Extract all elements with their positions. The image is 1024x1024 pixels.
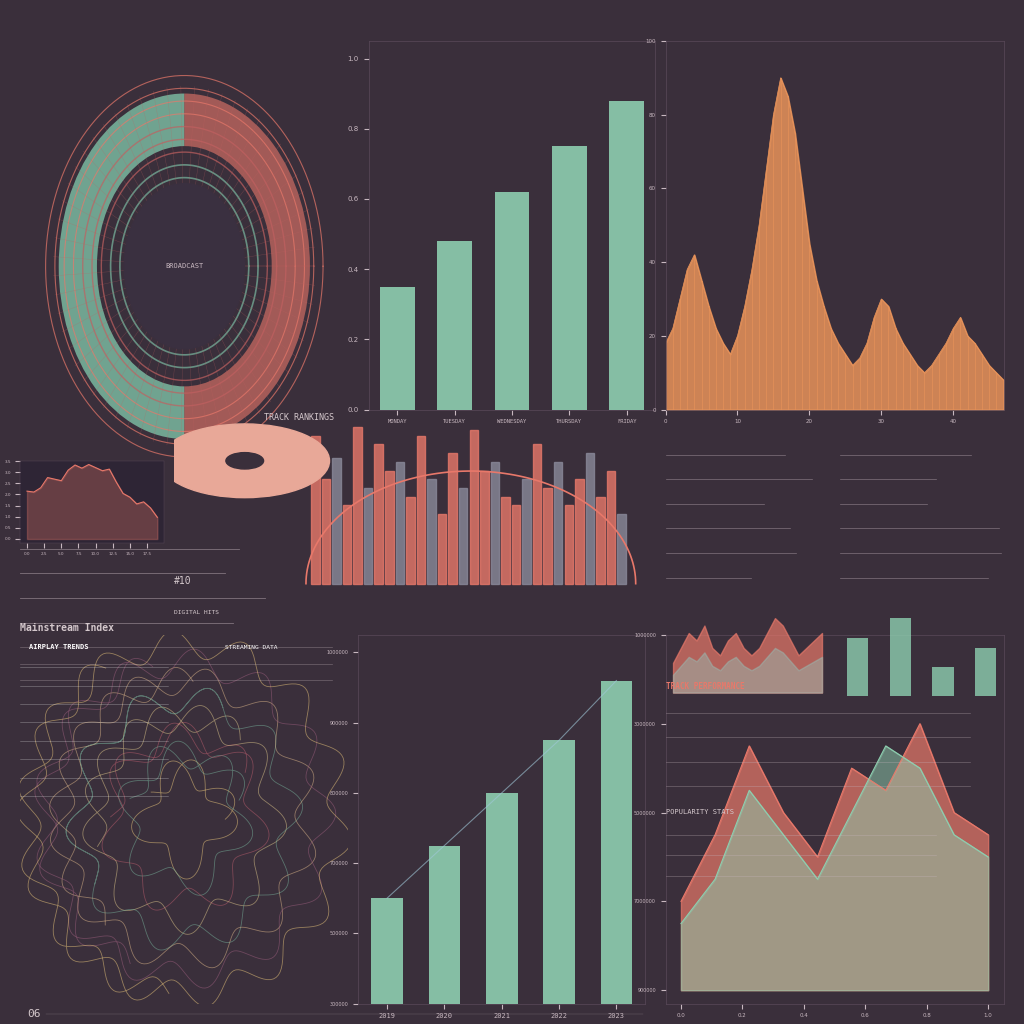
Bar — [375, 444, 383, 584]
Bar — [847, 638, 868, 696]
Bar — [544, 487, 552, 584]
Bar — [438, 514, 446, 584]
Text: AIRPLAY TRENDS: AIRPLAY TRENDS — [29, 644, 88, 649]
Bar — [486, 793, 517, 1004]
Bar — [364, 487, 373, 584]
Bar — [501, 497, 510, 584]
Text: MUSIC POPULARITY INDEX: MUSIC POPULARITY INDEX — [20, 518, 130, 527]
Bar — [532, 444, 542, 584]
Bar — [932, 667, 953, 696]
Bar — [353, 427, 361, 584]
Bar — [449, 453, 457, 584]
Bar — [470, 430, 478, 584]
Circle shape — [124, 183, 245, 349]
Text: BROADCAST: BROADCAST — [165, 263, 204, 269]
Bar — [480, 471, 488, 584]
Text: TRACK RANKINGS: TRACK RANKINGS — [263, 413, 334, 422]
Bar — [544, 740, 574, 1004]
Bar — [311, 436, 319, 584]
Text: KISS FM CHART DATA: KISS FM CHART DATA — [86, 479, 163, 485]
Bar — [490, 462, 499, 584]
Text: 06: 06 — [27, 1009, 40, 1019]
Bar — [554, 462, 562, 584]
Bar — [437, 241, 472, 410]
Bar — [459, 487, 467, 584]
Wedge shape — [58, 93, 184, 439]
Bar — [607, 471, 615, 584]
Circle shape — [160, 424, 330, 498]
Text: #10: #10 — [174, 575, 191, 586]
Circle shape — [226, 453, 263, 469]
Bar — [617, 514, 626, 584]
Wedge shape — [184, 93, 310, 439]
Bar — [512, 506, 520, 584]
Bar — [427, 479, 436, 584]
Bar — [609, 100, 644, 410]
Bar — [395, 462, 404, 584]
Bar — [495, 191, 529, 410]
Bar — [429, 846, 460, 1004]
Bar — [596, 497, 605, 584]
Text: 103.5: 103.5 — [32, 476, 60, 486]
Bar — [522, 479, 530, 584]
Bar — [407, 497, 415, 584]
Text: TRACK PERFORMANCE: TRACK PERFORMANCE — [666, 682, 744, 691]
Bar — [417, 436, 425, 584]
Bar — [322, 479, 330, 584]
Bar — [890, 618, 911, 696]
Text: STREAMING DATA: STREAMING DATA — [225, 645, 278, 649]
Bar — [343, 506, 351, 584]
Text: POPULARITY STATS: POPULARITY STATS — [666, 809, 733, 815]
Bar — [332, 459, 341, 584]
Bar — [380, 287, 415, 410]
Text: DIGITAL HITS: DIGITAL HITS — [174, 610, 219, 615]
Bar — [586, 453, 594, 584]
Text: Mainstream Index: Mainstream Index — [20, 623, 115, 633]
Bar — [385, 471, 393, 584]
Bar — [575, 479, 584, 584]
Bar — [975, 647, 996, 696]
Bar — [552, 146, 587, 410]
Bar — [564, 506, 573, 584]
Bar — [372, 898, 402, 1004]
Bar — [601, 681, 632, 1004]
